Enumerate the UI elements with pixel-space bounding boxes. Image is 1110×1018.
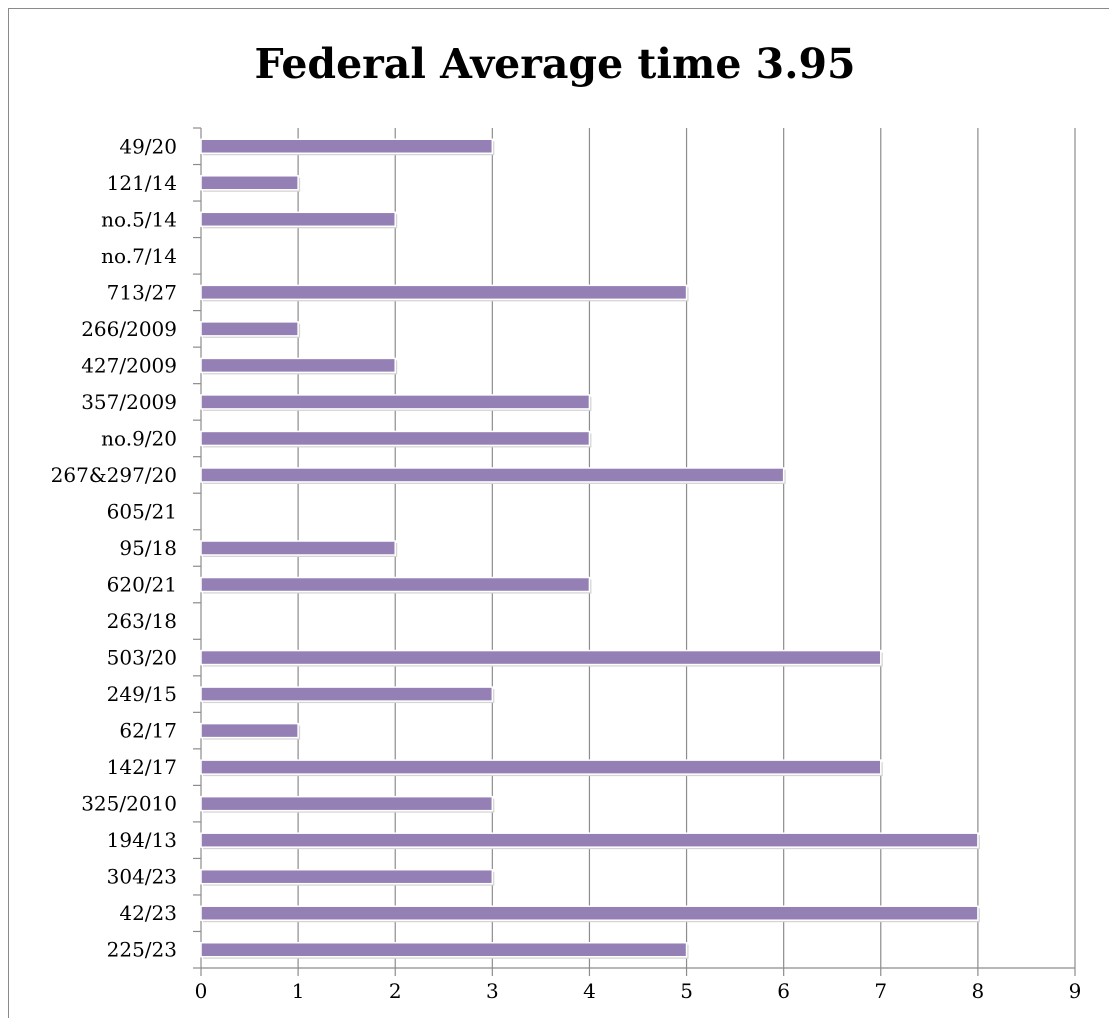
bar [200,321,299,337]
bar [200,722,299,739]
bar [200,686,494,702]
y-tick-label: no.9/20 [101,426,177,450]
x-tick-label: 4 [583,979,596,1003]
x-tick-label: 8 [972,979,985,1003]
y-tick-label: 194/13 [107,828,177,852]
chart-title: Federal Average time 3.95 [254,40,856,88]
bar [200,467,785,483]
y-tick-label: 266/2009 [81,317,177,341]
bar [200,175,299,191]
y-tick-label: 503/20 [107,646,177,670]
y-tick-label: 42/23 [119,901,177,925]
bar [200,832,979,848]
y-tick-label: 49/20 [119,134,177,158]
y-tick-label: 225/23 [107,938,177,962]
y-tick-label: 62/17 [119,719,177,743]
y-tick-label: 325/2010 [81,792,177,816]
x-tick-label: 2 [389,979,402,1003]
bar [200,138,494,155]
x-tick-label: 9 [1069,979,1082,1003]
y-tick-label: 121/14 [107,171,177,195]
y-tick-label: 620/21 [107,573,177,597]
y-tick-label: 142/17 [107,755,177,779]
y-tick-label: 304/23 [107,865,177,889]
x-tick-label: 1 [292,979,305,1003]
bar [200,357,396,374]
bar [200,941,688,958]
bar [200,795,494,812]
y-tick-label: no.7/14 [101,244,177,268]
bar [200,649,882,666]
bar [200,211,396,228]
bar [200,540,396,556]
bar [200,759,882,775]
x-tick-label: 6 [777,979,790,1003]
x-tick-label: 5 [680,979,693,1003]
y-tick-label: 249/15 [107,682,177,706]
bar [200,394,591,410]
y-tick-label: 267&297/20 [51,463,177,487]
x-tick-label: 0 [195,979,208,1003]
y-tick-label: 263/18 [107,609,177,633]
y-tick-label: 605/21 [107,499,177,523]
y-tick-label: 357/2009 [81,390,177,414]
y-tick-label: 713/27 [107,280,177,304]
bar [200,430,591,447]
bar [200,868,494,885]
y-tick-label: 427/2009 [81,353,177,377]
y-tick-label: 95/18 [119,536,177,560]
chart-frame [8,8,1109,1018]
bar [200,576,591,593]
x-tick-label: 7 [874,979,887,1003]
y-tick-label: no.5/14 [101,207,177,231]
x-tick-label: 3 [486,979,499,1003]
bar [200,905,979,921]
bar [200,284,688,301]
